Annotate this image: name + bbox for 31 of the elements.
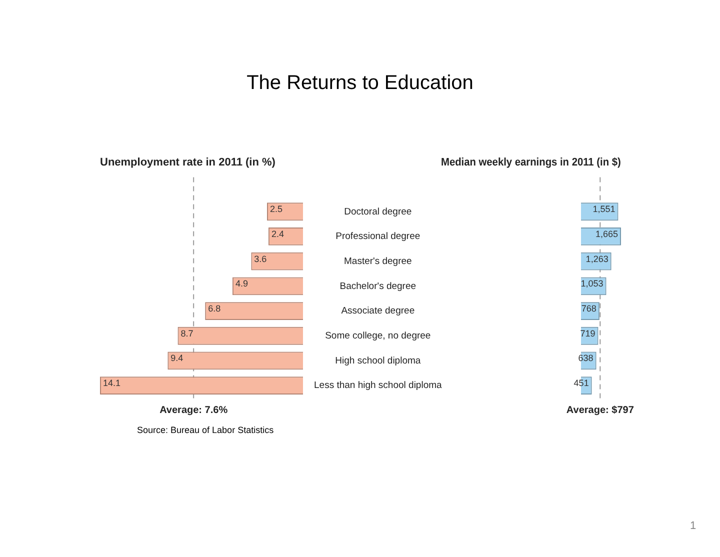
y-tick-label: Less than high school diploma	[314, 380, 443, 392]
data-label: 2.5	[270, 204, 283, 214]
data-label: 719	[580, 328, 596, 338]
data-label: 1,665	[595, 228, 618, 239]
data-label: 2.4	[271, 228, 284, 239]
ref-line-label: Average: $797	[566, 404, 634, 416]
chart-subtitle: Unemployment rate in 2011 (in %)	[100, 156, 276, 169]
data-label: 14.1	[103, 378, 121, 388]
data-label: 1,551	[592, 204, 616, 214]
text: 1	[690, 520, 696, 532]
data-label: 1,053	[580, 278, 604, 289]
data-label: 8.7	[180, 328, 194, 338]
y-tick-label: Bachelor's degree	[340, 280, 416, 292]
data-label: 4.9	[235, 278, 248, 289]
y-tick-label: Associate degree	[341, 306, 415, 317]
data-label: 451	[574, 378, 589, 388]
source-note: Source: Bureau of Labor Statistics	[137, 425, 274, 435]
data-label: 768	[581, 304, 596, 314]
text: The Returns to Education	[246, 72, 474, 95]
data-label: 1,263	[586, 254, 608, 264]
data-label: 3.6	[254, 254, 267, 264]
ref-line-label: Average: 7.6%	[160, 404, 228, 416]
data-label: 9.4	[170, 353, 184, 364]
data-label: 638	[578, 353, 594, 364]
data-label: 6.8	[208, 304, 221, 314]
y-tick-label: Some college, no degree	[325, 330, 431, 342]
chart-subtitle: Median weekly earnings in 2011 (in $)	[441, 156, 621, 169]
y-tick-label: Master's degree	[344, 256, 412, 267]
y-tick-label: High school diploma	[335, 355, 422, 366]
y-tick-label: Doctoral degree	[344, 206, 412, 218]
y-tick-label: Professional degree	[336, 231, 420, 242]
